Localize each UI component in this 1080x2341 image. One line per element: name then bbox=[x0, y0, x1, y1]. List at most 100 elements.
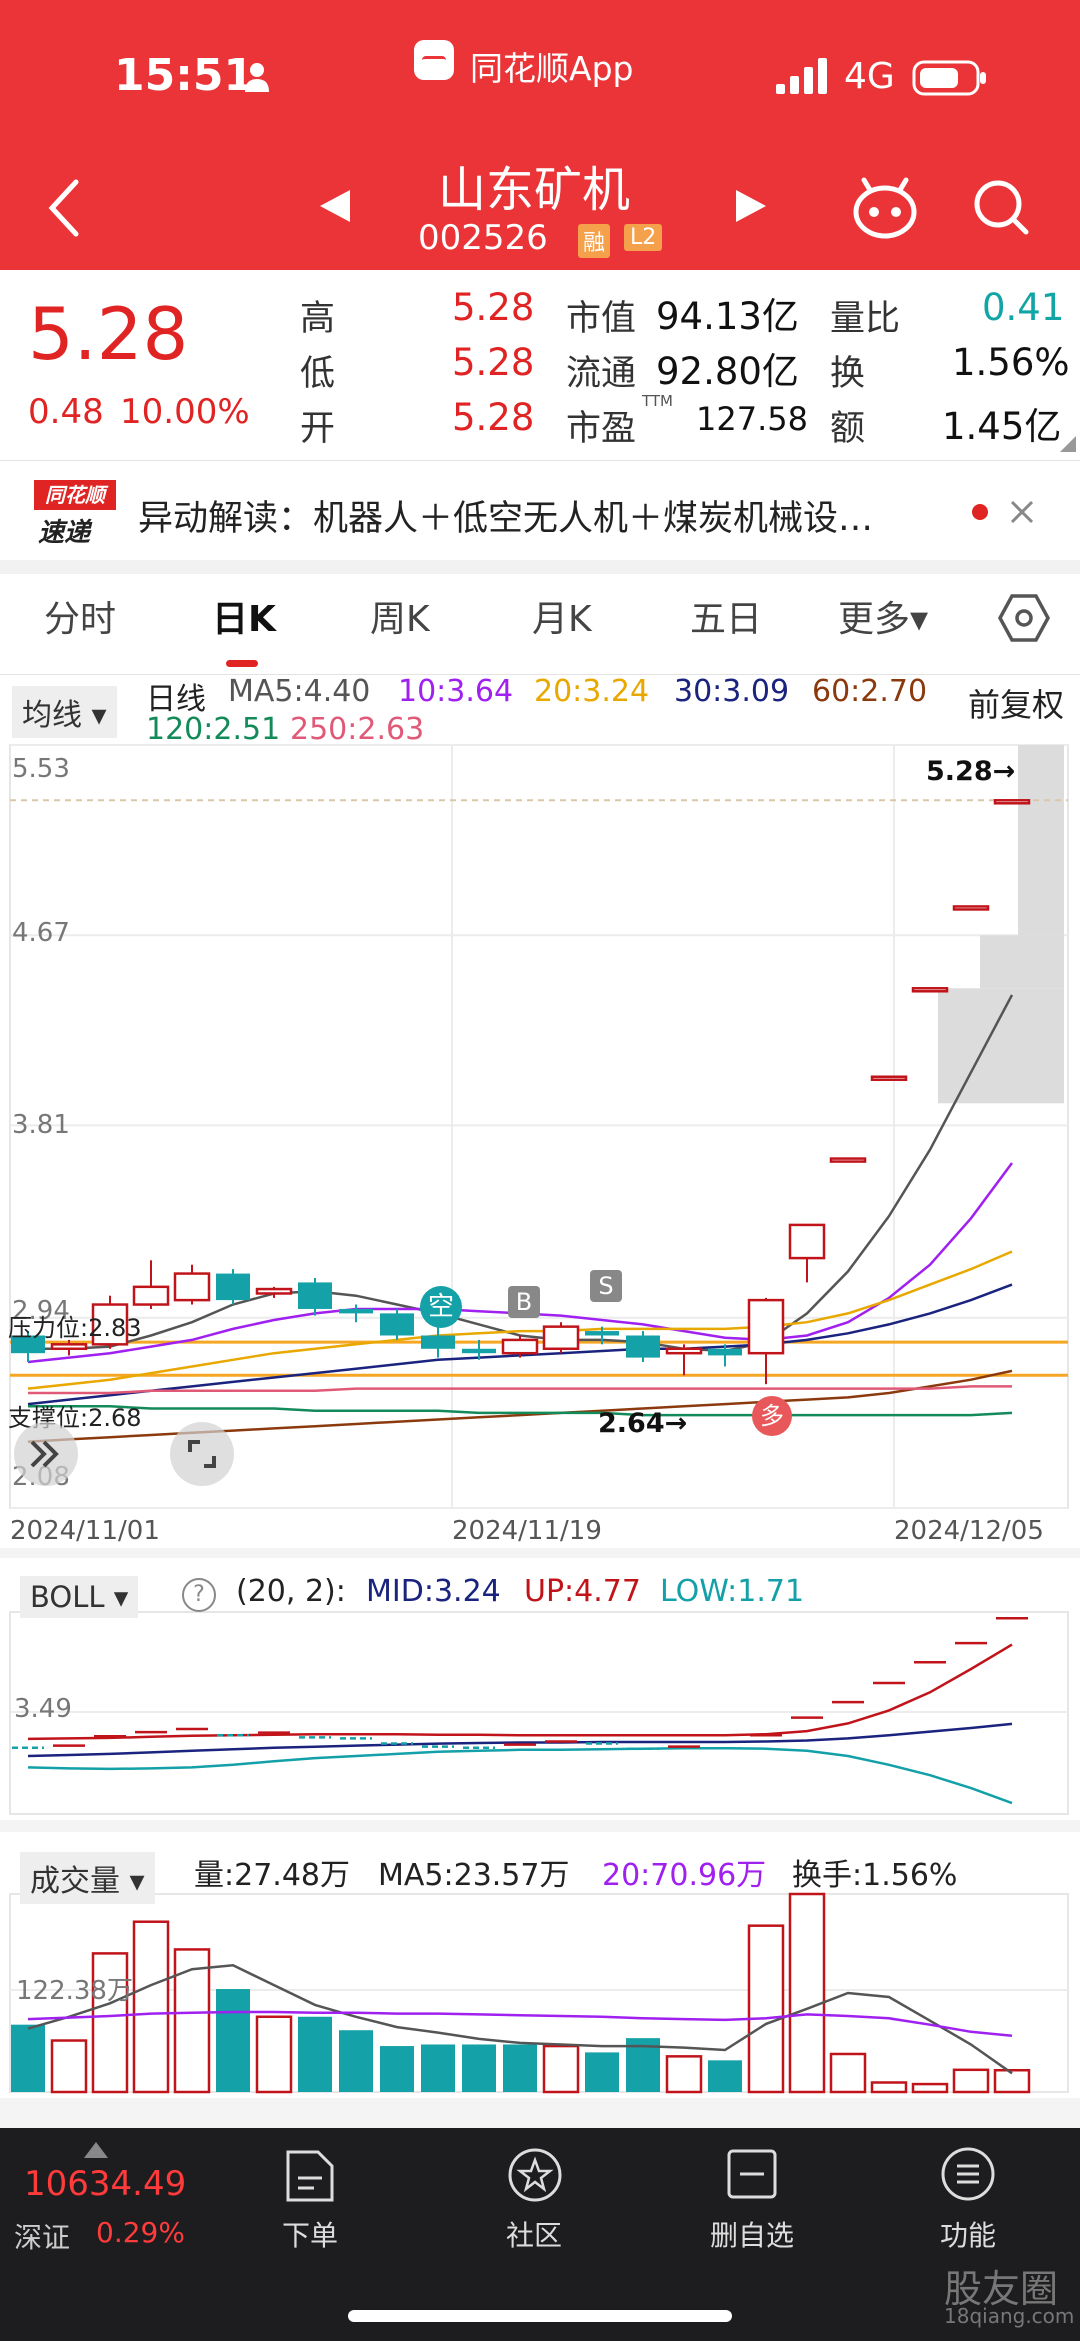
up-triangle-icon bbox=[84, 2142, 108, 2158]
search-icon[interactable] bbox=[972, 178, 1032, 238]
candle-body bbox=[952, 905, 990, 911]
ma-line-ma250 bbox=[28, 1385, 1012, 1395]
collapse-panel-button[interactable] bbox=[14, 1422, 78, 1486]
ma-legend-ma5: MA5:4.40 bbox=[228, 674, 371, 709]
candle-body bbox=[339, 1308, 373, 1314]
candle-body bbox=[585, 1331, 619, 1336]
volume-bar bbox=[870, 2081, 908, 2094]
pe-label: 市盈 bbox=[566, 409, 637, 449]
community-star-icon bbox=[508, 2148, 562, 2202]
prev-stock-icon[interactable] bbox=[318, 188, 352, 224]
signal-s-text: S bbox=[598, 1272, 614, 1300]
fuquan-button[interactable]: 前复权 bbox=[968, 686, 1065, 724]
news-logo-top: 同花顺 bbox=[34, 480, 116, 510]
panel-gap bbox=[0, 1548, 1080, 1558]
open-value: 5.28 bbox=[452, 396, 535, 439]
volume-bar bbox=[462, 2044, 496, 2092]
volume-bar bbox=[747, 1924, 785, 2094]
candle-body bbox=[542, 1325, 580, 1351]
function-button[interactable]: 功能 bbox=[888, 2138, 1048, 2278]
remove-watchlist-button[interactable]: 删自选 bbox=[672, 2138, 832, 2278]
boll-line-mid bbox=[27, 1722, 1013, 1758]
index-name: 深证 bbox=[14, 2221, 71, 2254]
candle-body bbox=[380, 1313, 414, 1336]
divider bbox=[0, 674, 1080, 675]
ma-line-ma120 bbox=[28, 1405, 1013, 1417]
boll-up: UP:4.77 bbox=[524, 1574, 641, 1609]
watermark-url: 18qiang.com bbox=[944, 2304, 1075, 2328]
robot-assistant-icon[interactable] bbox=[852, 176, 918, 240]
tab-monthly-k[interactable]: 月K bbox=[532, 599, 592, 640]
news-text: 异动解读：机器人＋低空无人机＋煤炭机械设… bbox=[138, 499, 874, 539]
candle-body bbox=[829, 1157, 867, 1163]
expand-corner-icon[interactable] bbox=[1060, 436, 1076, 452]
volume-ma5-line bbox=[27, 1964, 1013, 2075]
tab-weekly-k[interactable]: 周K bbox=[370, 599, 430, 640]
index-change: 0.29% bbox=[96, 2216, 185, 2249]
pe-value: 127.58 bbox=[696, 400, 808, 438]
tab-intraday[interactable]: 分时 bbox=[44, 599, 117, 640]
news-banner[interactable]: 同花顺 速递 异动解读：机器人＋低空无人机＋煤炭机械设… bbox=[0, 462, 1080, 560]
candle-body bbox=[173, 1272, 211, 1302]
candle-body bbox=[626, 1335, 660, 1358]
boll-selector[interactable]: BOLL ▾ bbox=[20, 1576, 139, 1618]
candle-body bbox=[665, 1347, 703, 1355]
candle-body bbox=[132, 1285, 170, 1306]
boll-mid: MID:3.24 bbox=[366, 1574, 501, 1609]
volratio-value: 0.41 bbox=[982, 286, 1065, 329]
volume-bar bbox=[50, 2039, 88, 2094]
chip-distribution-bar bbox=[938, 988, 1064, 1104]
next-stock-icon[interactable] bbox=[734, 188, 768, 224]
community-button[interactable]: 社区 bbox=[454, 2138, 614, 2278]
close-icon[interactable] bbox=[1010, 500, 1034, 524]
volume-turnover: 换手:1.56% bbox=[792, 1858, 958, 1893]
turnover-label: 换 bbox=[830, 354, 866, 394]
low-label: 低 bbox=[300, 354, 336, 394]
signal-icon bbox=[776, 58, 827, 94]
signal-b-badge[interactable]: B bbox=[508, 1286, 540, 1318]
back-icon[interactable] bbox=[44, 178, 84, 238]
volume-bar bbox=[708, 2060, 742, 2092]
ma-selector[interactable]: 均线 ▾ bbox=[12, 686, 117, 738]
signal-s-badge[interactable]: S bbox=[590, 1270, 622, 1302]
index-value[interactable]: 10634.49 bbox=[24, 2164, 187, 2204]
current-price: 5.28 bbox=[28, 292, 189, 376]
volume-bar bbox=[952, 2068, 990, 2094]
home-indicator[interactable] bbox=[348, 2310, 732, 2322]
tab-daily-k[interactable]: 日K bbox=[212, 599, 276, 640]
price-axis-label-3: 3.81 bbox=[12, 1110, 70, 1140]
help-icon[interactable]: ? bbox=[182, 1578, 216, 1612]
volume-selector[interactable]: 成交量 ▾ bbox=[20, 1852, 155, 1904]
order-button[interactable]: 下单 bbox=[230, 2138, 390, 2278]
volume-bar bbox=[829, 2052, 867, 2094]
signal-duo-text: 多 bbox=[760, 1402, 784, 1430]
signal-kong-badge[interactable]: 空 bbox=[420, 1286, 462, 1328]
tab-more[interactable]: 更多▾ bbox=[838, 599, 929, 640]
status-network: 4G bbox=[844, 56, 895, 97]
candle-body bbox=[501, 1338, 539, 1355]
chip-distribution-bar bbox=[980, 935, 1064, 989]
signal-kong-text: 空 bbox=[427, 1292, 454, 1322]
turnover-value: 1.56% bbox=[952, 341, 1070, 384]
price-change: 0.48 bbox=[28, 392, 104, 432]
volume-value: 量:27.48万 bbox=[194, 1858, 350, 1893]
news-logo-bottom: 速递 bbox=[38, 518, 91, 548]
low-marker: 2.64→ bbox=[598, 1408, 688, 1439]
price-axis-label-2: 4.67 bbox=[12, 918, 70, 948]
fullscreen-button[interactable] bbox=[170, 1422, 234, 1486]
volume-bar bbox=[380, 2046, 414, 2092]
tab-five-day[interactable]: 五日 bbox=[690, 599, 763, 640]
amount-value: 1.45亿 bbox=[942, 405, 1062, 448]
signal-duo-badge[interactable]: 多 bbox=[752, 1396, 792, 1436]
watermark-title: 股友圈 bbox=[944, 2267, 1059, 2311]
level2-badge: L2 bbox=[624, 224, 663, 251]
settings-hex-icon[interactable] bbox=[998, 592, 1050, 644]
mktcap-value: 94.13亿 bbox=[656, 295, 799, 338]
panel-gap bbox=[0, 1820, 1080, 1832]
volume-bar bbox=[993, 2068, 1031, 2094]
pe-sup: TTM bbox=[642, 392, 674, 410]
date-label-end: 2024/12/05 bbox=[894, 1516, 1044, 1546]
candle-body bbox=[708, 1348, 742, 1356]
